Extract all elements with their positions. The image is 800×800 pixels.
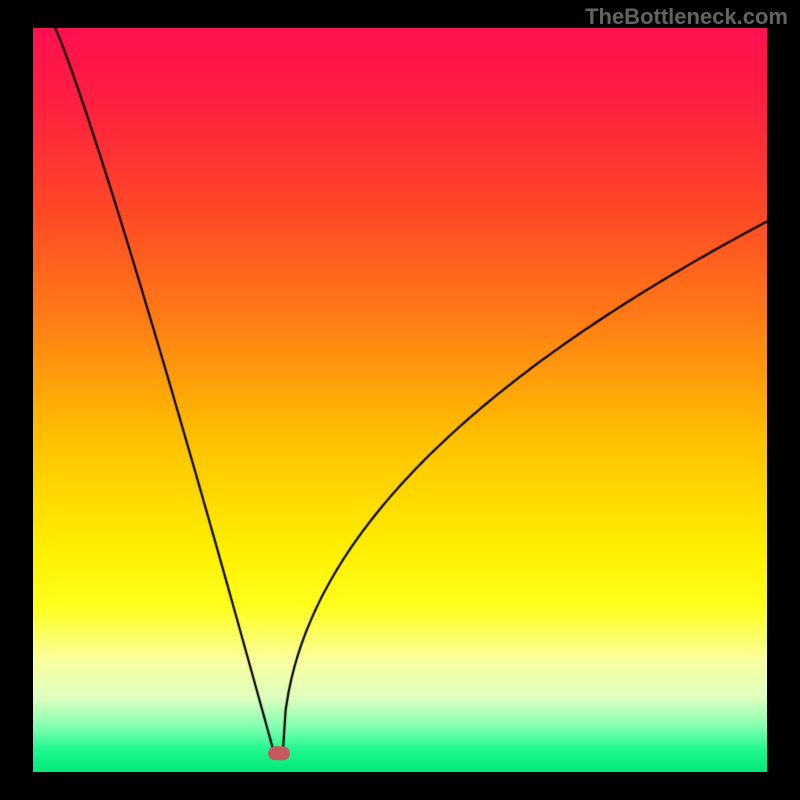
chart-plot-area [33,28,767,772]
watermark-text: TheBottleneck.com [585,4,788,30]
optimal-point-marker [268,747,290,760]
bottleneck-curve [33,28,767,772]
